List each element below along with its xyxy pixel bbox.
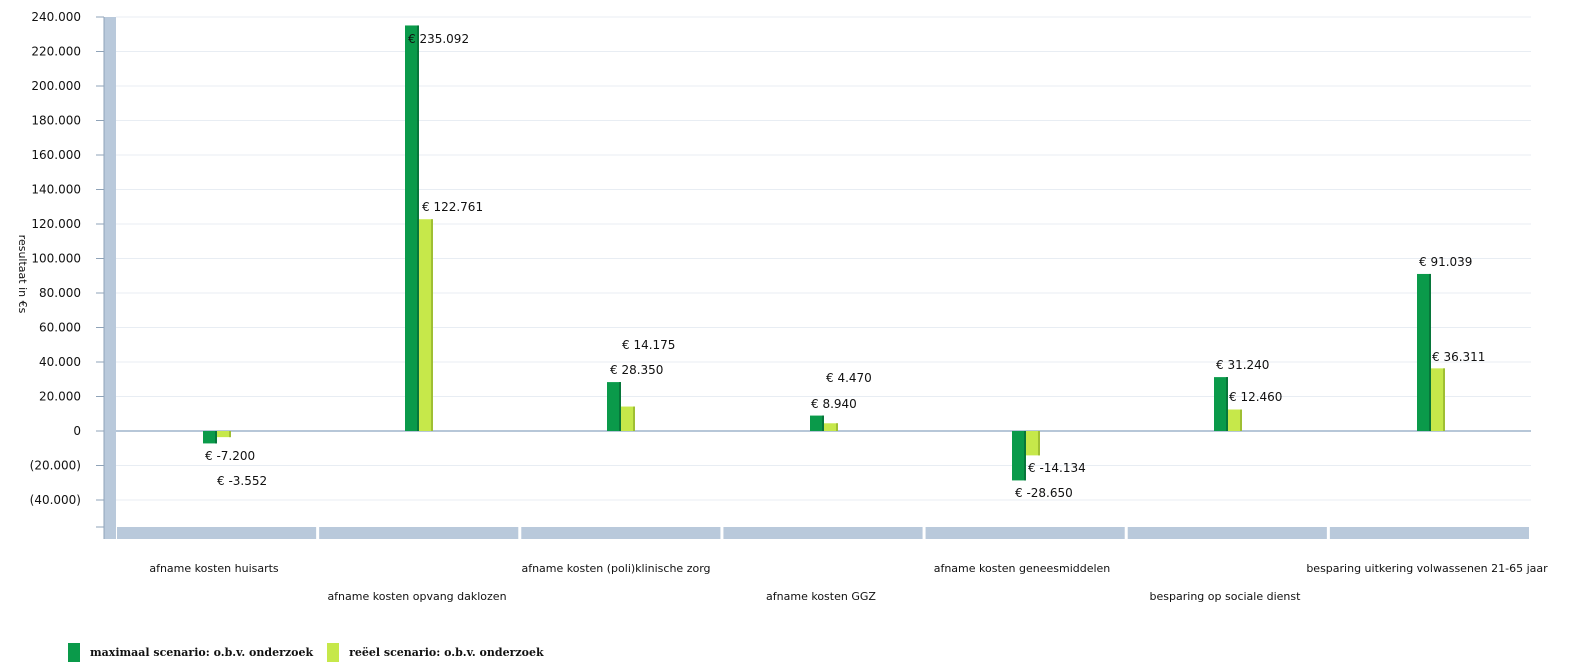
bar-shade bbox=[1038, 431, 1040, 456]
chart-floor-segment bbox=[117, 527, 317, 539]
data-label-maximaal: € 91.039 bbox=[1419, 255, 1472, 269]
y-tick-label: 140.000 bbox=[31, 183, 81, 197]
legend-swatch-reeel bbox=[327, 643, 340, 662]
category-label: afname kosten GGZ bbox=[766, 590, 876, 603]
chart-wall bbox=[104, 17, 116, 539]
bar-shade bbox=[633, 406, 635, 431]
legend-swatch-maximaal bbox=[68, 643, 80, 662]
legend: maximaal scenario: o.b.v. onderzoek reëe… bbox=[68, 643, 558, 662]
category-label: afname kosten opvang daklozen bbox=[327, 590, 506, 603]
legend-item-reeel: reëel scenario: o.b.v. onderzoek bbox=[327, 643, 544, 662]
data-label-maximaal: € 8.940 bbox=[811, 397, 857, 411]
bar-reeel bbox=[419, 219, 433, 431]
bar-maximaal bbox=[1214, 377, 1228, 431]
data-label-reeel: € 14.175 bbox=[622, 338, 675, 352]
data-label-maximaal: € -28.650 bbox=[1015, 486, 1073, 500]
data-label-reeel: € -3.552 bbox=[217, 474, 267, 488]
data-label-maximaal: € 31.240 bbox=[1216, 358, 1269, 372]
category-label: afname kosten geneesmiddelen bbox=[934, 562, 1111, 575]
y-tick-label: 0 bbox=[73, 424, 81, 438]
bar-chart: 240.000 220.000 200.000 180.000 160.000 140.0… bbox=[16, 10, 1548, 603]
y-tick-label: 160.000 bbox=[31, 148, 81, 162]
y-tick-label: 200.000 bbox=[31, 79, 81, 93]
category-label: afname kosten (poli)klinische zorg bbox=[521, 562, 710, 575]
y-tick-label: 20.000 bbox=[39, 390, 81, 404]
y-axis-label: resultaat in €s bbox=[16, 235, 29, 314]
bar-shade bbox=[1443, 368, 1445, 431]
chart-floor-segment bbox=[521, 527, 721, 539]
bar-reeel bbox=[1431, 368, 1445, 431]
axes bbox=[96, 16, 1529, 539]
chart-floor-segment bbox=[1329, 527, 1529, 539]
y-axis-ticks: 240.000 220.000 200.000 180.000 160.000 140.0… bbox=[30, 10, 81, 507]
data-label-reeel: € 36.311 bbox=[1432, 350, 1485, 364]
bar-reeel bbox=[1026, 431, 1040, 456]
data-label-reeel: € -14.134 bbox=[1028, 461, 1086, 475]
bar-maximaal bbox=[810, 415, 824, 431]
data-label-maximaal: € 235.092 bbox=[408, 32, 469, 46]
bar-shade bbox=[1429, 273, 1431, 431]
chart-floor-segment bbox=[1127, 527, 1327, 539]
y-tick-label: 240.000 bbox=[31, 10, 81, 24]
bar-maximaal bbox=[1417, 273, 1431, 431]
bar-maximaal bbox=[203, 431, 217, 444]
chart-floor-segment bbox=[925, 527, 1125, 539]
bar-shade bbox=[836, 423, 838, 431]
bar-reeel bbox=[621, 406, 635, 431]
bar-maximaal bbox=[1012, 431, 1026, 481]
bar-shade bbox=[229, 431, 231, 438]
y-tick-label: 120.000 bbox=[31, 217, 81, 231]
y-tick-label: 180.000 bbox=[31, 114, 81, 128]
y-tick-label: 100.000 bbox=[31, 252, 81, 266]
data-label-reeel: € 122.761 bbox=[422, 200, 483, 214]
data-label-reeel: € 4.470 bbox=[826, 371, 872, 385]
bar-shade bbox=[215, 431, 217, 444]
bar-shade bbox=[1240, 409, 1242, 431]
chart-floor-segment bbox=[319, 527, 519, 539]
bar-shade bbox=[1226, 377, 1228, 431]
category-label: besparing op sociale dienst bbox=[1150, 590, 1302, 603]
data-label-reeel: € 12.460 bbox=[1229, 390, 1282, 404]
y-tick-label: 80.000 bbox=[39, 286, 81, 300]
bar-maximaal bbox=[405, 25, 419, 431]
bar-reeel bbox=[1228, 409, 1242, 431]
bars bbox=[203, 25, 1445, 481]
bar-shade bbox=[431, 219, 433, 431]
y-tick-label: (40.000) bbox=[30, 493, 81, 507]
bar-shade bbox=[822, 415, 824, 431]
bar-shade bbox=[417, 25, 419, 431]
bar-maximaal bbox=[607, 382, 621, 431]
y-tick-label: 60.000 bbox=[39, 321, 81, 335]
y-tick-label: 40.000 bbox=[39, 355, 81, 369]
bar-shade bbox=[1024, 431, 1026, 481]
chart-floor-segment bbox=[723, 527, 923, 539]
y-tick-label: (20.000) bbox=[30, 459, 81, 473]
y-tick-label: 220.000 bbox=[31, 45, 81, 59]
bar-shade bbox=[619, 382, 621, 431]
data-label-maximaal: € 28.350 bbox=[610, 363, 663, 377]
data-label-maximaal: € -7.200 bbox=[205, 449, 255, 463]
bar-reeel bbox=[824, 423, 838, 431]
category-labels: afname kosten huisarts afname kosten opva… bbox=[149, 562, 1548, 603]
category-label: afname kosten huisarts bbox=[149, 562, 279, 575]
data-labels: € -7.200 € -3.552 € 235.092 € 122.761 € 28.3… bbox=[205, 32, 1485, 500]
legend-item-maximaal: maximaal scenario: o.b.v. onderzoek bbox=[68, 643, 313, 662]
legend-label-reeel: reëel scenario: o.b.v. onderzoek bbox=[349, 646, 544, 659]
bar-reeel bbox=[217, 431, 231, 438]
category-label: besparing uitkering volwassenen 21-65 ja… bbox=[1306, 562, 1548, 575]
legend-label-maximaal: maximaal scenario: o.b.v. onderzoek bbox=[90, 646, 314, 659]
